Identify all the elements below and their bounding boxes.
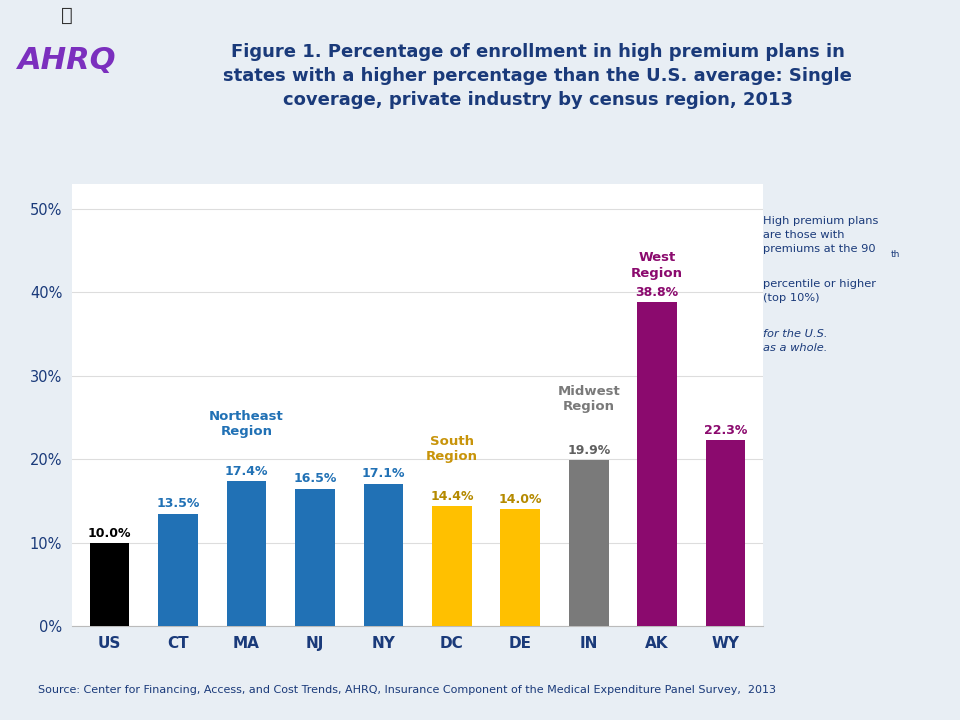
Text: 14.4%: 14.4%: [430, 490, 473, 503]
Text: West
Region: West Region: [631, 251, 684, 279]
Text: 22.3%: 22.3%: [704, 424, 747, 437]
Text: 38.8%: 38.8%: [636, 286, 679, 299]
Text: 17.1%: 17.1%: [362, 467, 405, 480]
Bar: [637, 302, 677, 626]
Bar: [706, 440, 745, 626]
Text: Figure 1. Percentage of enrollment in high premium plans in
states with a higher: Figure 1. Percentage of enrollment in hi…: [223, 42, 852, 109]
Text: Northeast
Region: Northeast Region: [209, 410, 284, 438]
Text: Midwest
Region: Midwest Region: [558, 385, 620, 413]
Text: 16.5%: 16.5%: [293, 472, 337, 485]
Text: 🦅: 🦅: [61, 6, 73, 25]
Text: 10.0%: 10.0%: [88, 526, 132, 539]
Text: 13.5%: 13.5%: [156, 498, 200, 510]
Bar: [364, 484, 403, 626]
Bar: [295, 489, 335, 626]
Text: Source: Center for Financing, Access, and Cost Trends, AHRQ, Insurance Component: Source: Center for Financing, Access, an…: [38, 685, 777, 695]
Text: South
Region: South Region: [426, 435, 478, 464]
Bar: [90, 543, 130, 626]
Text: 14.0%: 14.0%: [498, 493, 542, 506]
Text: 19.9%: 19.9%: [567, 444, 611, 456]
Text: for the U.S.
as a whole.: for the U.S. as a whole.: [763, 329, 828, 353]
Bar: [227, 481, 266, 626]
Bar: [500, 510, 540, 626]
Text: 17.4%: 17.4%: [225, 464, 268, 477]
Text: percentile or higher
(top 10%): percentile or higher (top 10%): [763, 279, 876, 303]
Bar: [432, 506, 471, 626]
Bar: [158, 513, 198, 626]
Text: th: th: [891, 250, 900, 259]
Bar: [569, 460, 609, 626]
Text: High premium plans
are those with
premiums at the 90: High premium plans are those with premiu…: [763, 216, 878, 254]
Text: AHRQ: AHRQ: [18, 45, 116, 75]
